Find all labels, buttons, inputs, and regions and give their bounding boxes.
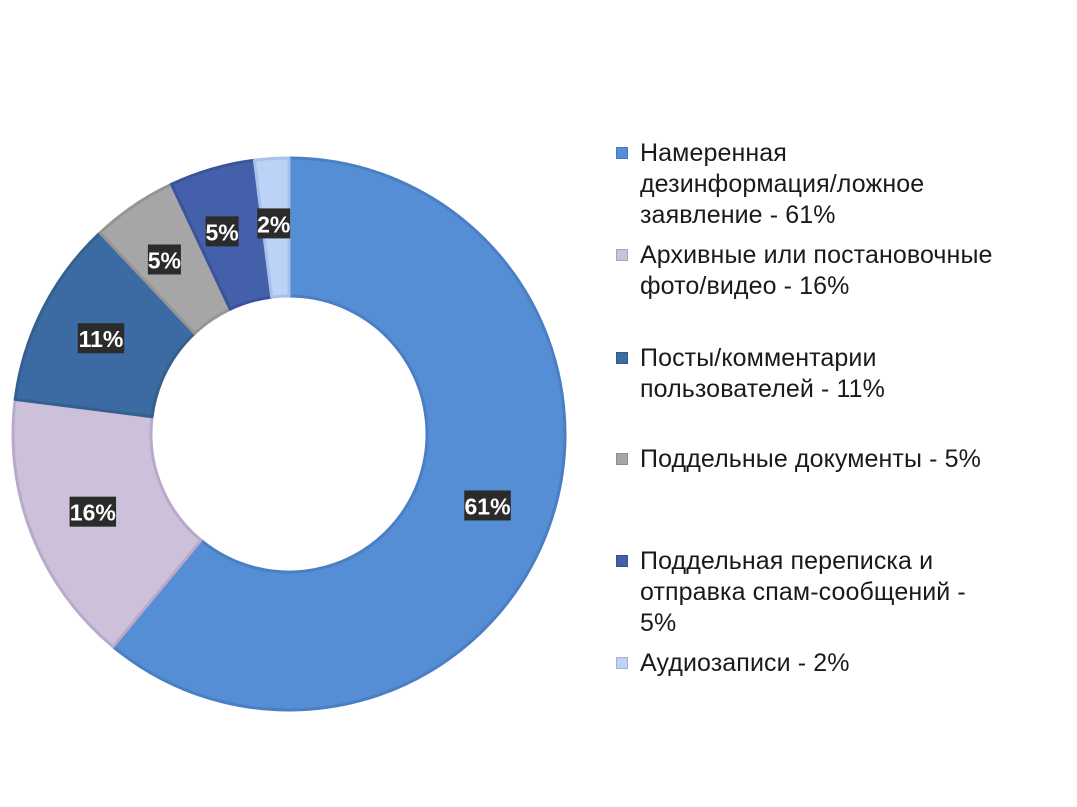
data-label-text-3: 11% bbox=[79, 326, 124, 352]
legend-swatch-6 bbox=[616, 657, 628, 669]
data-label-1: 61% bbox=[464, 490, 511, 521]
data-label-text-4: 5% bbox=[148, 247, 181, 273]
data-label-2: 16% bbox=[69, 496, 117, 527]
legend-label-line: Поддельная переписка и bbox=[640, 547, 934, 575]
legend-item-6: Аудиозаписи - 2% bbox=[616, 648, 1066, 679]
legend-item-4: Поддельные документы - 5% bbox=[616, 444, 1066, 475]
donut-slice-1 bbox=[111, 156, 567, 712]
legend-label-line: дезинформация/ложное bbox=[640, 170, 925, 198]
legend-label-line: Аудиозаписи - 2% bbox=[640, 649, 850, 677]
legend-item-3: Посты/комментарии пользователей - 11% bbox=[616, 343, 1066, 405]
legend-label-4: Поддельные документы - 5% bbox=[640, 444, 981, 475]
legend-item-1: Намеренная дезинформация/ложное заявление … bbox=[616, 138, 1066, 231]
legend-swatch-1 bbox=[616, 147, 628, 159]
data-label-bg-3 bbox=[77, 323, 125, 354]
data-label-bg-1 bbox=[464, 490, 511, 521]
data-label-bg-6 bbox=[257, 208, 291, 239]
legend-label-line: фото/видео - 16% bbox=[640, 272, 850, 300]
legend-label-5: Поддельная переписка и отправка спам-сооб… bbox=[640, 546, 966, 639]
legend-item-5: Поддельная переписка и отправка спам-сооб… bbox=[616, 546, 1066, 639]
legend-label-line: отправка спам-сообщений - bbox=[640, 578, 966, 606]
legend-label-line: 5% bbox=[640, 609, 677, 637]
data-label-text-5: 5% bbox=[206, 219, 239, 245]
legend-label-line: Поддельные документы - 5% bbox=[640, 445, 981, 473]
data-label-text-6: 2% bbox=[257, 211, 290, 237]
legend-label-1: Намеренная дезинформация/ложное заявление … bbox=[640, 138, 924, 231]
legend-label-line: Посты/комментарии bbox=[640, 344, 877, 372]
data-label-text-2: 16% bbox=[70, 500, 116, 526]
data-label-bg-4 bbox=[147, 244, 181, 275]
legend-label-2: Архивные или постановочные фото/видео - 1… bbox=[640, 240, 993, 302]
legend-swatch-5 bbox=[616, 555, 628, 567]
data-label-4: 5% bbox=[147, 244, 181, 275]
data-label-bg-5 bbox=[205, 216, 239, 247]
donut-slices bbox=[11, 156, 567, 712]
data-label-text-1: 61% bbox=[465, 493, 511, 519]
legend-swatch-4 bbox=[616, 453, 628, 465]
legend-label-3: Посты/комментарии пользователей - 11% bbox=[640, 343, 885, 405]
legend-label-line: пользователей - 11% bbox=[640, 375, 885, 403]
legend-swatch-2 bbox=[616, 249, 628, 261]
data-labels: 61% 16% 11% 5% 5% 2% bbox=[69, 208, 511, 527]
data-label-bg-2 bbox=[69, 496, 117, 527]
data-label-6: 2% bbox=[257, 208, 291, 239]
legend-label-line: Намеренная bbox=[640, 139, 787, 167]
legend-label-line: заявление - 61% bbox=[640, 201, 836, 229]
legend-label-6: Аудиозаписи - 2% bbox=[640, 648, 850, 679]
legend-label-line: Архивные или постановочные bbox=[640, 241, 993, 269]
data-label-5: 5% bbox=[205, 216, 239, 247]
legend-item-2: Архивные или постановочные фото/видео - 1… bbox=[616, 240, 1066, 302]
data-label-3: 11% bbox=[77, 323, 125, 354]
legend-swatch-3 bbox=[616, 352, 628, 364]
